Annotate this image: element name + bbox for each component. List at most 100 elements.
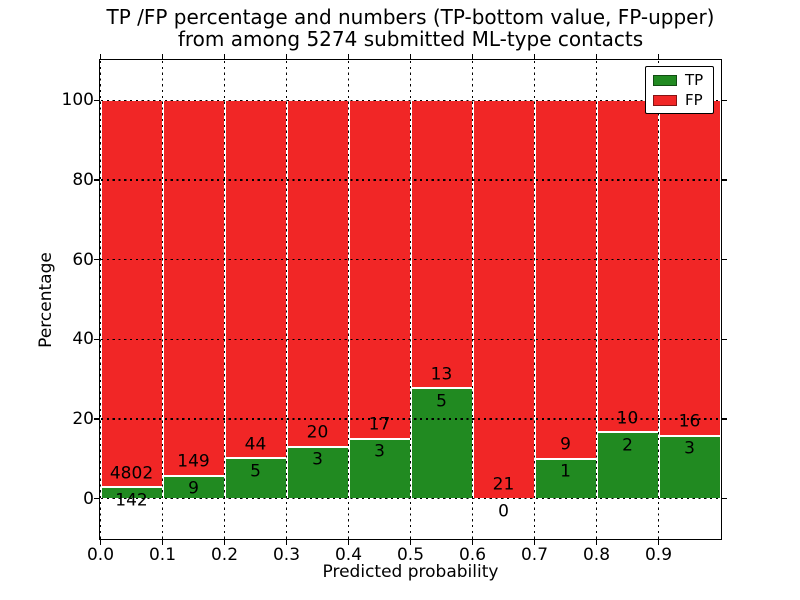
- x-tick-top: [409, 54, 412, 59]
- x-tick-top: [99, 54, 102, 59]
- y-tick-left: [94, 99, 99, 102]
- bar-segment-fp: [534, 100, 597, 459]
- x-tick-bottom: [595, 540, 598, 545]
- tp-count-label: 3: [312, 449, 323, 470]
- y-gridline: [100, 498, 721, 500]
- fp-count-label: 10: [616, 408, 639, 429]
- x-tick-top: [657, 54, 660, 59]
- tp-count-label: 2: [622, 435, 633, 456]
- y-tick-left: [94, 418, 99, 420]
- legend-row-tp: TP: [653, 71, 706, 89]
- y-tick-label: 60: [72, 249, 94, 270]
- tp-legend-label: TP: [685, 71, 704, 89]
- x-tick-label: 0.9: [644, 545, 673, 565]
- tp-count-label: 3: [374, 441, 385, 462]
- y-tick-left: [94, 258, 99, 261]
- y-gridline: [100, 418, 721, 420]
- y-gridline: [100, 259, 721, 261]
- x-tick-label: 0.3: [272, 545, 301, 565]
- chart-title-line2: from among 5274 submitted ML-type contac…: [177, 27, 644, 51]
- y-tick-right: [722, 338, 727, 341]
- y-tick-right: [722, 258, 727, 261]
- y-gridline: [100, 179, 721, 181]
- x-tick-label: 0.5: [396, 545, 425, 565]
- y-tick-right: [722, 99, 727, 102]
- tp-count-label: 0: [498, 501, 509, 522]
- x-tick-top: [223, 54, 226, 59]
- y-tick-label: 0: [83, 488, 94, 509]
- fp-count-label: 13: [430, 364, 453, 385]
- tp-count-label: 5: [436, 391, 447, 412]
- x-axis-label: Predicted probability: [322, 562, 499, 582]
- tp-count-label: 142: [115, 490, 148, 511]
- x-gridline: [533, 60, 536, 539]
- x-tick-bottom: [409, 540, 412, 545]
- fp-count-label: 17: [368, 414, 391, 435]
- x-tick-bottom: [99, 540, 102, 545]
- legend-row-fp: FP: [653, 91, 706, 109]
- y-tick-right: [722, 179, 727, 181]
- x-gridline: [595, 60, 598, 539]
- y-tick-label: 40: [72, 329, 94, 350]
- fp-count-label: 20: [306, 422, 329, 443]
- bar-segment-fp: [286, 100, 349, 447]
- x-tick-bottom: [161, 540, 164, 545]
- chart-title-line1: TP /FP percentage and numbers (TP-bottom…: [106, 5, 715, 29]
- x-tick-label: 0.8: [582, 545, 611, 565]
- x-gridline: [99, 60, 102, 539]
- bar-segment-fp: [162, 100, 225, 476]
- x-tick-bottom: [657, 540, 660, 545]
- x-tick-bottom: [285, 540, 288, 545]
- x-tick-top: [161, 54, 164, 59]
- fp-count-label: 4802: [109, 463, 154, 484]
- bar-segment-fp: [596, 100, 659, 433]
- y-gridline: [100, 338, 721, 340]
- y-tick-left: [94, 179, 99, 181]
- x-gridline: [657, 60, 660, 539]
- x-gridline: [223, 60, 226, 539]
- x-tick-bottom: [471, 540, 474, 545]
- y-tick-left: [94, 338, 99, 341]
- bar-segment-fp: [472, 100, 535, 499]
- y-tick-label: 20: [72, 409, 94, 429]
- x-tick-bottom: [347, 540, 350, 545]
- fp-count-label: 149: [177, 451, 210, 472]
- tp-count-label: 3: [684, 438, 695, 459]
- fp-legend-label: FP: [685, 91, 703, 109]
- fp-count-label: 16: [678, 411, 701, 432]
- legend: TP FP: [645, 66, 714, 114]
- y-tick-right: [722, 497, 727, 500]
- fp-count-label: 9: [560, 434, 571, 455]
- y-tick-label: 100: [61, 90, 94, 111]
- x-tick-label: 0.0: [86, 545, 115, 565]
- y-tick-right: [722, 418, 727, 420]
- fp-count-label: 44: [244, 434, 267, 455]
- y-gridline: [100, 99, 721, 101]
- bar-segment-fp: [348, 100, 411, 439]
- x-tick-top: [285, 54, 288, 59]
- tp-count-label: 1: [560, 461, 571, 482]
- x-tick-bottom: [223, 540, 226, 545]
- x-gridline: [161, 60, 164, 539]
- x-tick-label: 0.6: [458, 545, 487, 565]
- x-tick-top: [595, 54, 598, 59]
- x-tick-label: 0.1: [148, 545, 177, 565]
- x-gridline: [471, 60, 474, 539]
- x-tick-top: [533, 54, 536, 59]
- x-gridline: [285, 60, 288, 539]
- x-tick-label: 0.2: [210, 545, 239, 565]
- bar-segment-fp: [658, 100, 721, 436]
- x-tick-label: 0.4: [334, 545, 363, 565]
- y-tick-left: [94, 497, 99, 500]
- fp-legend-swatch: [653, 94, 677, 106]
- tp-count-label: 9: [188, 478, 199, 499]
- tp-count-label: 5: [250, 461, 261, 482]
- bar-segment-fp: [100, 100, 163, 488]
- fp-count-label: 21: [492, 474, 515, 495]
- bar-segment-fp: [410, 100, 473, 388]
- chart-title: TP /FP percentage and numbers (TP-bottom…: [100, 6, 721, 50]
- x-tick-label: 0.7: [520, 545, 549, 565]
- x-tick-bottom: [533, 540, 536, 545]
- x-gridline: [409, 60, 412, 539]
